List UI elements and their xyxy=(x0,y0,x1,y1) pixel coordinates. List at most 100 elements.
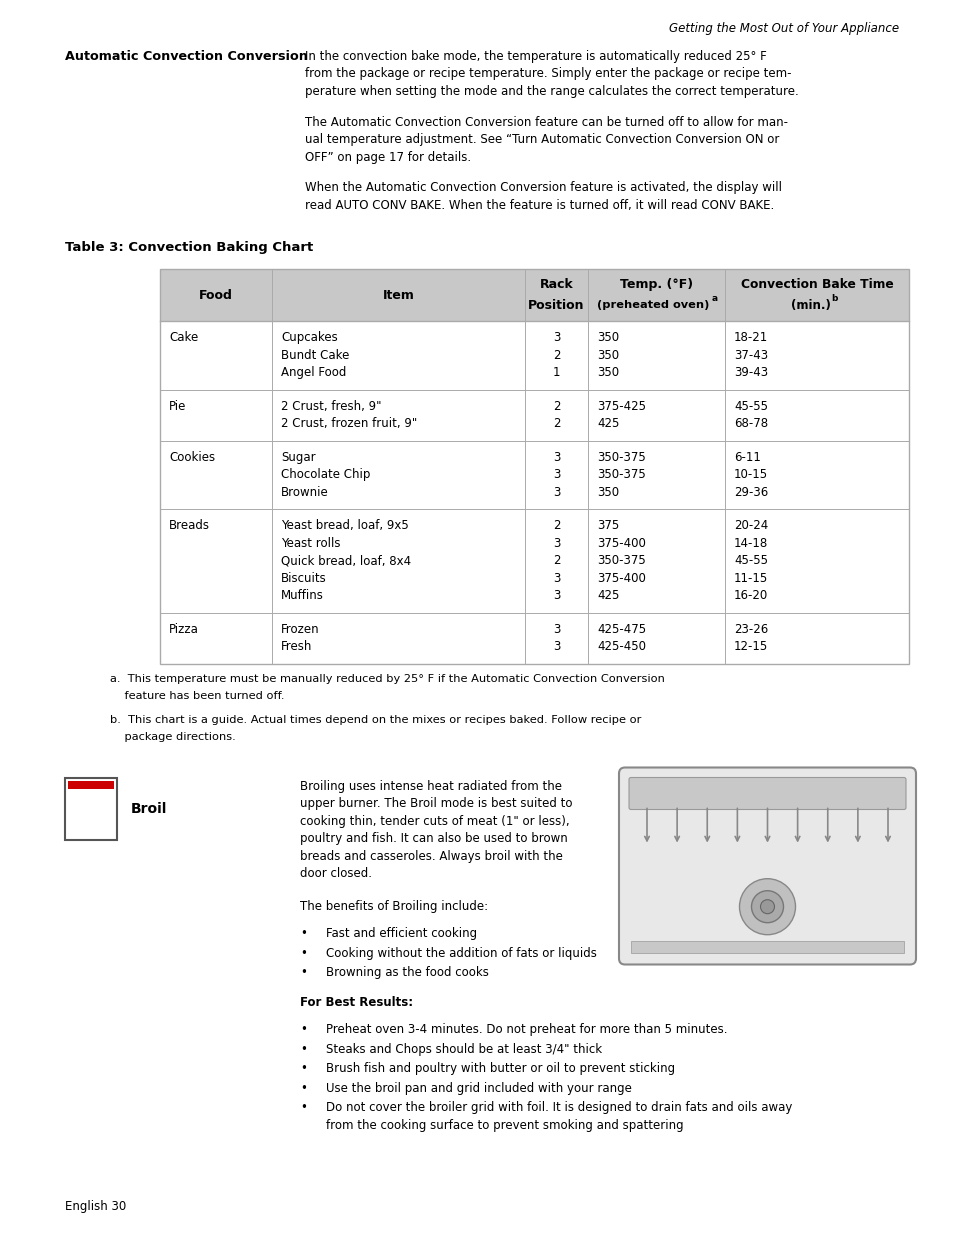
Text: 45-55: 45-55 xyxy=(733,555,767,567)
Text: 2 Crust, frozen fruit, 9": 2 Crust, frozen fruit, 9" xyxy=(281,417,416,430)
Text: 3: 3 xyxy=(552,451,559,463)
Text: •: • xyxy=(299,1082,307,1094)
Text: Yeast rolls: Yeast rolls xyxy=(281,536,340,550)
Text: •: • xyxy=(299,966,307,979)
Text: Fresh: Fresh xyxy=(281,640,312,653)
Text: Temp. (°F): Temp. (°F) xyxy=(619,278,692,290)
Text: Cupcakes: Cupcakes xyxy=(281,331,337,345)
Text: 37-43: 37-43 xyxy=(733,348,767,362)
Text: Steaks and Chops should be at least 3/4" thick: Steaks and Chops should be at least 3/4"… xyxy=(326,1042,601,1056)
Text: Angel Food: Angel Food xyxy=(281,366,346,379)
Text: Item: Item xyxy=(382,289,414,301)
Bar xyxy=(160,321,908,389)
Text: 39-43: 39-43 xyxy=(733,366,767,379)
Text: package directions.: package directions. xyxy=(110,732,235,742)
Text: Yeast bread, loaf, 9x5: Yeast bread, loaf, 9x5 xyxy=(281,519,408,532)
Text: 375: 375 xyxy=(597,519,618,532)
Text: 425-475: 425-475 xyxy=(597,622,645,636)
Text: b: b xyxy=(830,294,837,303)
Text: 375-400: 375-400 xyxy=(597,572,645,584)
Text: •: • xyxy=(299,927,307,940)
Text: b.  This chart is a guide. Actual times depend on the mixes or recipes baked. Fo: b. This chart is a guide. Actual times d… xyxy=(110,715,640,725)
Circle shape xyxy=(760,900,774,914)
Text: 3: 3 xyxy=(552,331,559,345)
Text: Food: Food xyxy=(199,289,233,301)
Text: from the package or recipe temperature. Simply enter the package or recipe tem-: from the package or recipe temperature. … xyxy=(305,68,791,80)
Text: (min.): (min.) xyxy=(790,299,830,311)
Bar xyxy=(160,389,908,441)
Text: •: • xyxy=(299,1023,307,1036)
Bar xyxy=(65,778,117,840)
Text: 10-15: 10-15 xyxy=(733,468,767,480)
Circle shape xyxy=(739,878,795,935)
Text: 350-375: 350-375 xyxy=(597,555,645,567)
Text: 2 Crust, fresh, 9": 2 Crust, fresh, 9" xyxy=(281,399,381,412)
Text: •: • xyxy=(299,1062,307,1074)
Text: Pizza: Pizza xyxy=(169,622,198,636)
Text: 3: 3 xyxy=(552,536,559,550)
Text: read AUTO CONV BAKE. When the feature is turned off, it will read CONV BAKE.: read AUTO CONV BAKE. When the feature is… xyxy=(305,199,774,211)
Text: The Automatic Convection Conversion feature can be turned off to allow for man-: The Automatic Convection Conversion feat… xyxy=(305,116,787,128)
Text: Pie: Pie xyxy=(169,399,186,412)
Text: Do not cover the broiler grid with foil. It is designed to drain fats and oils a: Do not cover the broiler grid with foil.… xyxy=(326,1100,792,1114)
Text: poultry and fish. It can also be used to brown: poultry and fish. It can also be used to… xyxy=(299,832,567,845)
Text: Cookies: Cookies xyxy=(169,451,214,463)
Text: 425: 425 xyxy=(597,417,618,430)
Text: 18-21: 18-21 xyxy=(733,331,767,345)
Text: Convection Bake Time: Convection Bake Time xyxy=(740,278,892,290)
Text: 45-55: 45-55 xyxy=(733,399,767,412)
Text: 2: 2 xyxy=(552,555,559,567)
Text: 375-400: 375-400 xyxy=(597,536,645,550)
Text: Rack: Rack xyxy=(539,278,573,290)
Text: 350: 350 xyxy=(597,366,618,379)
Text: Biscuits: Biscuits xyxy=(281,572,327,584)
Text: 425: 425 xyxy=(597,589,618,601)
Text: •: • xyxy=(299,1042,307,1056)
Text: Use the broil pan and grid included with your range: Use the broil pan and grid included with… xyxy=(326,1082,631,1094)
Text: 3: 3 xyxy=(552,572,559,584)
Text: 425-450: 425-450 xyxy=(597,640,645,653)
Text: Quick bread, loaf, 8x4: Quick bread, loaf, 8x4 xyxy=(281,555,411,567)
Text: 20-24: 20-24 xyxy=(733,519,767,532)
Text: 3: 3 xyxy=(552,468,559,480)
Text: Position: Position xyxy=(528,299,584,311)
Text: 2: 2 xyxy=(552,399,559,412)
Text: (preheated oven): (preheated oven) xyxy=(597,300,709,310)
Text: 350: 350 xyxy=(597,348,618,362)
Text: Frozen: Frozen xyxy=(281,622,319,636)
Bar xyxy=(160,509,908,613)
Text: 350-375: 350-375 xyxy=(597,468,645,480)
Text: •: • xyxy=(299,1100,307,1114)
Text: 350-375: 350-375 xyxy=(597,451,645,463)
FancyBboxPatch shape xyxy=(618,767,915,965)
Text: Brush fish and poultry with butter or oil to prevent sticking: Brush fish and poultry with butter or oi… xyxy=(326,1062,675,1074)
Text: upper burner. The Broil mode is best suited to: upper burner. The Broil mode is best sui… xyxy=(299,797,572,810)
Bar xyxy=(160,613,908,663)
Bar xyxy=(160,269,908,663)
Bar xyxy=(630,941,903,952)
Text: 11-15: 11-15 xyxy=(733,572,767,584)
Text: 2: 2 xyxy=(552,348,559,362)
Text: The benefits of Broiling include:: The benefits of Broiling include: xyxy=(299,899,488,913)
Text: 2: 2 xyxy=(552,519,559,532)
Text: Cooking without the addition of fats or liquids: Cooking without the addition of fats or … xyxy=(326,946,597,960)
Text: English 30: English 30 xyxy=(65,1200,126,1213)
Text: 12-15: 12-15 xyxy=(733,640,767,653)
Text: door closed.: door closed. xyxy=(299,867,372,881)
Bar xyxy=(160,269,908,321)
Text: 350: 350 xyxy=(597,485,618,499)
Text: 3: 3 xyxy=(552,589,559,601)
Text: a: a xyxy=(711,294,718,303)
Circle shape xyxy=(751,890,782,923)
Text: 3: 3 xyxy=(552,640,559,653)
Text: 29-36: 29-36 xyxy=(733,485,767,499)
Text: Preheat oven 3-4 minutes. Do not preheat for more than 5 minutes.: Preheat oven 3-4 minutes. Do not preheat… xyxy=(326,1023,727,1036)
Text: 6-11: 6-11 xyxy=(733,451,760,463)
Text: ual temperature adjustment. See “Turn Automatic Convection Conversion ON or: ual temperature adjustment. See “Turn Au… xyxy=(305,133,779,146)
Text: Brownie: Brownie xyxy=(281,485,329,499)
Text: Getting the Most Out of Your Appliance: Getting the Most Out of Your Appliance xyxy=(668,22,898,35)
Text: Sugar: Sugar xyxy=(281,451,315,463)
Text: 3: 3 xyxy=(552,622,559,636)
Text: For Best Results:: For Best Results: xyxy=(299,995,413,1009)
Text: 16-20: 16-20 xyxy=(733,589,767,601)
